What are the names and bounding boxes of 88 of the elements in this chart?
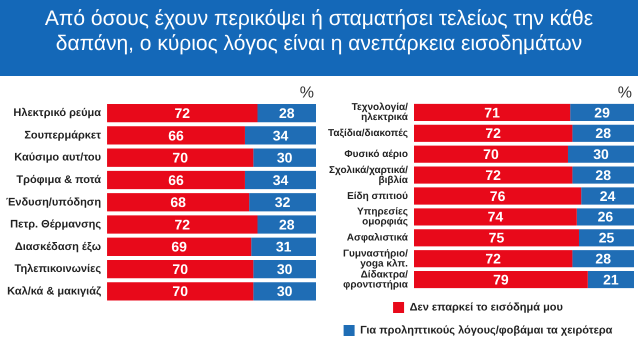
- data-label: 31: [276, 238, 292, 255]
- bar: [414, 146, 568, 163]
- data-label: 28: [278, 105, 295, 121]
- data-label: 28: [595, 250, 612, 267]
- y-tick-label: Φυσικό αέριο: [344, 148, 408, 160]
- bar: [578, 229, 634, 246]
- chart-title: Από όσους έχουν περικόψει ή σταματήσει τελείως την κάθε δαπάνη, ο κύριος λόγος είναι η ανεπάρκεια εισοδημάτων: [44, 6, 594, 56]
- y-tick-label: Γυμναστήριο/ yoga κλπ.: [343, 248, 408, 270]
- bar: [414, 124, 572, 142]
- data-label: 76: [490, 188, 506, 204]
- data-label: 24: [600, 188, 616, 204]
- data-label: 75: [488, 230, 504, 246]
- data-label: 70: [483, 146, 499, 162]
- bar: [570, 104, 634, 122]
- text: %: [618, 84, 632, 102]
- data-label: 26: [598, 208, 614, 225]
- data-label: 72: [485, 125, 502, 142]
- bar: [414, 166, 572, 184]
- data-label: 34: [272, 127, 288, 144]
- data-label: 28: [595, 125, 612, 142]
- bar: [107, 104, 258, 122]
- data-label: 72: [485, 250, 502, 267]
- data-label: 30: [276, 260, 293, 277]
- data-label: 34: [272, 172, 288, 188]
- y-tick-label: Είδη σπιτιού: [347, 190, 408, 202]
- bar: [249, 193, 316, 212]
- bar: [414, 187, 582, 205]
- data-label: 72: [174, 216, 190, 232]
- data-label: 30: [276, 283, 293, 300]
- legend-label: Για προληπτικούς λόγους/φοβάμαι τα χειρότερα: [360, 324, 613, 337]
- data-label: 71: [484, 104, 500, 120]
- bar: [107, 238, 252, 256]
- data-label: 28: [278, 216, 295, 232]
- y-tick-label: Σχολικά/χαρτικά/ βιβλία: [329, 164, 409, 186]
- y-tick-label: Ασφαλιστικά: [346, 232, 409, 244]
- data-label: 66: [168, 172, 184, 188]
- bar: [414, 104, 570, 122]
- data-label: 69: [171, 238, 188, 255]
- y-tick-label: Καύσιμο αυτ/του: [14, 152, 102, 164]
- bar: [568, 146, 634, 163]
- bar: [244, 170, 316, 190]
- data-label: 30: [276, 150, 293, 166]
- bar: [414, 270, 588, 288]
- legend-label: Δεν επαρκεί το εισόδημά μου: [410, 302, 563, 314]
- data-label: 72: [174, 105, 190, 121]
- data-label: 32: [274, 194, 291, 210]
- data-label: 29: [594, 104, 610, 120]
- data-label: 68: [170, 194, 186, 210]
- bar: [107, 282, 254, 300]
- y-tick-label: Ταξίδια/διακοπές: [328, 128, 408, 140]
- y-tick-label: Πετρ. Θέρμανσης: [10, 218, 102, 231]
- bar: [414, 229, 579, 246]
- data-label: 72: [485, 166, 502, 183]
- bar: [107, 215, 258, 234]
- bar: [253, 260, 316, 278]
- bar: [251, 238, 316, 256]
- y-tick-label: Τηλεπικοινωνίες: [14, 263, 102, 276]
- y-tick-label: Υπηρεσίες ομορφιάς: [357, 206, 408, 228]
- y-tick-label: Τρόφιμα & ποτά: [16, 174, 102, 186]
- bar: [107, 193, 250, 212]
- data-label: 70: [172, 260, 188, 277]
- y-tick-label: Ηλεκτρικό ρεύμα: [13, 107, 102, 120]
- text: %: [300, 84, 314, 102]
- y-tick-label: Ένδυση/υπόδηση: [6, 196, 102, 208]
- bar: [107, 126, 245, 145]
- data-label: 30: [593, 146, 609, 162]
- bar: [253, 148, 316, 167]
- y-tick-label: Καλ/κά & μακιγιάζ: [7, 285, 102, 298]
- bar: [244, 126, 316, 145]
- y-tick-label: Τεχνολογία/ ηλεκτρικά: [352, 102, 409, 124]
- y-tick-label: Σουπερμάρκετ: [24, 129, 102, 142]
- bar: [414, 208, 577, 226]
- data-label: 70: [172, 150, 188, 166]
- data-label: 21: [603, 271, 619, 288]
- bar: [107, 260, 254, 278]
- y-tick-label: Διασκέδαση έξω: [14, 240, 102, 253]
- y-tick-label: Δίδακτρα/ φροντιστήρια: [343, 269, 409, 290]
- data-label: 66: [168, 127, 184, 144]
- bar: [414, 250, 572, 268]
- data-label: 79: [493, 271, 509, 288]
- data-label: 25: [598, 230, 614, 246]
- data-label: 28: [595, 166, 612, 183]
- bar: [107, 148, 254, 167]
- bar: [107, 170, 245, 190]
- bar: [257, 104, 316, 122]
- data-label: 74: [488, 208, 504, 225]
- bar: [253, 282, 316, 300]
- data-label: 70: [172, 283, 188, 300]
